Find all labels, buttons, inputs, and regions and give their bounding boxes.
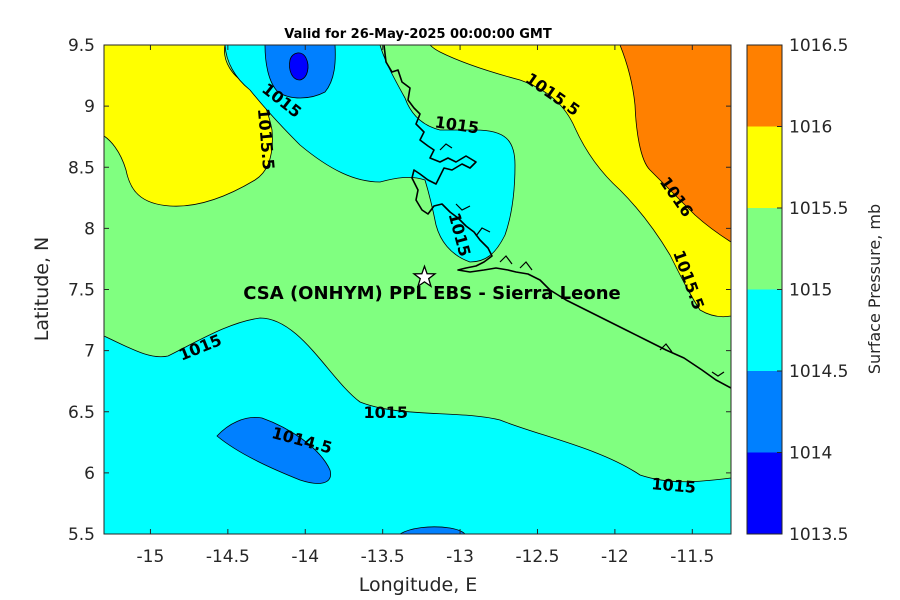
x-axis-label: Longitude, E (359, 574, 478, 596)
y-tick-label: 8 (84, 219, 95, 239)
contour-label-group: 1015 (651, 474, 697, 497)
contour-label-group: 1015 (363, 403, 408, 422)
colorbar: 1013.5 1014 1014.5 1015 1015.5 1016 1016.5 (746, 36, 848, 545)
region-1014-1014.5-blob (216, 417, 331, 484)
region-1014.5-1015-north (224, 45, 516, 263)
y-tick-label: 5.5 (68, 525, 95, 545)
colorbar-tick-label: 1015.5 (789, 199, 848, 219)
contour-label: 1015 (363, 403, 408, 422)
contour-label: 1015 (651, 474, 697, 497)
colorbar-tick-label: 1016.5 (789, 36, 848, 56)
x-tick-label: -12 (601, 547, 629, 567)
colorbar-tick-label: 1013.5 (789, 525, 848, 545)
colorbar-swatch (747, 126, 782, 208)
y-tick-label: 9.5 (68, 36, 95, 56)
y-tick-label: 6 (84, 464, 95, 484)
y-tick-label: 9 (84, 97, 95, 117)
x-tick-label: -13.5 (361, 547, 405, 567)
x-axis-ticks: -15 -14.5 -14 -13.5 -13 -12.5 -12 -11.5 (137, 45, 714, 567)
colorbar-swatch (747, 208, 782, 290)
colorbar-tick-label: 1015 (789, 281, 832, 301)
map-title: Valid for 26-May-2025 00:00:00 GMT (284, 27, 552, 42)
colorbar-label: Surface Pressure, mb (865, 204, 884, 374)
x-tick-label: -14.5 (206, 547, 250, 567)
y-axis-label: Latitude, N (31, 237, 53, 342)
y-tick-label: 7.5 (68, 281, 95, 301)
station-star-marker[interactable] (412, 264, 437, 288)
coastline (383, 45, 731, 389)
station-label: CSA (ONHYM) PPL EBS - Sierra Leone (243, 283, 620, 304)
x-tick-label: -11.5 (670, 547, 714, 567)
colorbar-swatch (747, 371, 782, 453)
x-tick-label: -12.5 (515, 547, 559, 567)
region-1014.5-1015-south (104, 317, 731, 534)
y-axis-ticks: 5.5 6 6.5 7 7.5 8 8.5 9 9.5 (68, 36, 731, 545)
colorbar-swatch (747, 289, 782, 371)
colorbar-swatch (747, 452, 782, 534)
y-tick-label: 8.5 (68, 158, 95, 178)
colorbar-tick-label: 1014 (789, 444, 832, 464)
colorbar-swatch (747, 45, 782, 127)
x-tick-label: -13 (446, 547, 474, 567)
colorbar-tick-label: 1014.5 (789, 362, 848, 382)
y-tick-label: 7 (84, 342, 95, 362)
coastline-detail (439, 143, 725, 377)
region-1013.5-1014 (289, 52, 309, 81)
y-tick-label: 6.5 (68, 403, 95, 423)
x-tick-label: -15 (137, 547, 165, 567)
colorbar-tick-label: 1016 (789, 118, 832, 138)
region-1016-1016.5 (619, 45, 731, 243)
x-tick-label: -14 (291, 547, 319, 567)
